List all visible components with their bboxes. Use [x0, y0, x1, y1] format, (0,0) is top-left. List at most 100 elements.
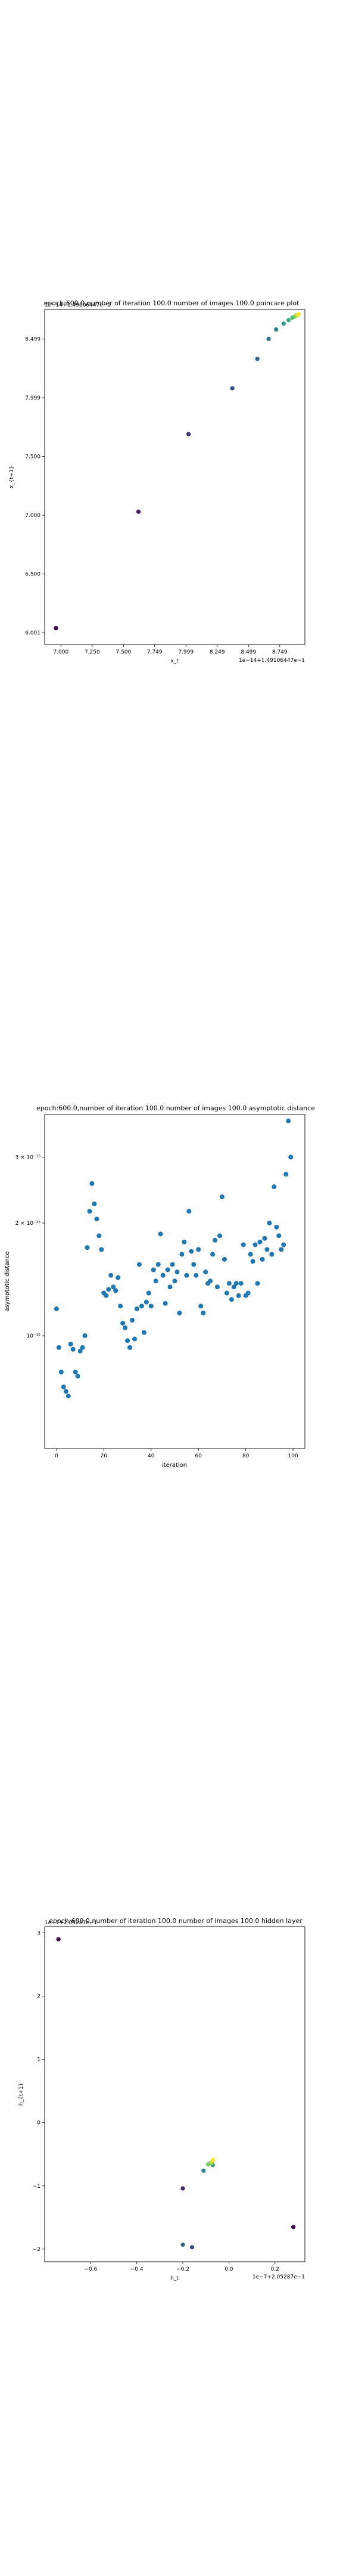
- data-point: [201, 2168, 206, 2173]
- y-tick-label: 7.000: [25, 513, 40, 519]
- data-point: [118, 1304, 123, 1309]
- asymptotic-x-ticks: 0 20 40 60 80 100: [55, 1448, 298, 1459]
- data-point: [54, 626, 58, 630]
- data-point: [245, 1290, 251, 1296]
- x-tick-label: 60: [195, 1453, 202, 1459]
- data-point: [127, 1345, 133, 1350]
- x-tick-label: 7.999: [178, 649, 194, 655]
- data-point: [276, 1233, 282, 1239]
- data-point: [230, 386, 235, 391]
- data-point: [231, 1284, 236, 1290]
- y-tick-label: 6.500: [25, 572, 40, 578]
- x-tick-label: 100: [288, 1453, 298, 1459]
- data-point: [92, 1201, 97, 1206]
- data-point: [120, 1321, 126, 1326]
- data-point: [116, 1275, 121, 1280]
- data-point: [82, 1333, 88, 1339]
- data-point: [189, 2245, 195, 2250]
- y-tick-label: 7.500: [25, 454, 40, 460]
- data-point: [174, 1270, 180, 1275]
- data-point: [73, 1369, 78, 1374]
- data-point: [248, 1252, 253, 1257]
- data-point: [255, 357, 260, 361]
- x-tick-label: 8.749: [272, 649, 288, 655]
- data-point: [153, 1278, 158, 1284]
- data-point: [260, 1256, 265, 1262]
- x-tick-label: −0.6: [84, 2267, 97, 2272]
- data-point: [203, 1270, 208, 1275]
- data-point: [250, 1259, 255, 1264]
- data-point: [136, 1262, 142, 1267]
- hidden-plot-area: [44, 1926, 305, 2262]
- y-tick-label: 1: [37, 2057, 40, 2063]
- data-point: [272, 1184, 277, 1190]
- data-point: [180, 2186, 185, 2191]
- asymptotic-y-ticks: 10⁻¹⁵ 2 × 10⁻¹⁵ 3 × 10⁻¹⁵: [15, 1155, 45, 1339]
- hidden-points: [56, 1937, 296, 2250]
- hidden-x-ticks: −0.6 −0.4 −0.2 0.0 0.2: [84, 2262, 279, 2272]
- data-point: [167, 1284, 173, 1290]
- asymptotic-y-label: asymptotic distance: [4, 1251, 11, 1311]
- data-point: [54, 1306, 59, 1311]
- data-point: [139, 1304, 144, 1309]
- data-point: [186, 1209, 192, 1214]
- x-tick-label: 7.250: [85, 649, 100, 655]
- data-point: [286, 318, 291, 323]
- asymptotic-title: epoch:600.0,number of iteration 100.0 nu…: [36, 1104, 315, 1112]
- data-point: [111, 1284, 116, 1290]
- data-point: [201, 1310, 206, 1315]
- data-point: [87, 1209, 92, 1214]
- data-point: [123, 1325, 128, 1330]
- data-point: [266, 336, 271, 341]
- data-point: [75, 1373, 80, 1379]
- data-point: [160, 1272, 166, 1278]
- data-point: [257, 1239, 263, 1244]
- data-point: [264, 1247, 270, 1252]
- asymptotic-distance-plot: epoch:600.0,number of iteration 100.0 nu…: [4, 1104, 315, 1469]
- x-tick-label: 8.249: [210, 649, 225, 655]
- data-point: [129, 1318, 135, 1323]
- data-point: [269, 1252, 275, 1257]
- data-point: [208, 1278, 213, 1284]
- data-point: [151, 1267, 156, 1272]
- poincare-plot: epoch:600.0,number of iteration 100.0 nu…: [9, 299, 305, 664]
- data-point: [56, 1937, 61, 1942]
- asymptotic-x-label: iteration: [162, 1462, 187, 1469]
- data-point: [85, 1245, 90, 1250]
- data-point: [241, 1242, 246, 1247]
- data-point: [222, 1256, 227, 1262]
- data-point: [226, 1281, 232, 1286]
- data-point: [283, 1172, 289, 1177]
- x-tick-label: 7.500: [116, 649, 131, 655]
- data-point: [213, 1237, 218, 1243]
- data-point: [217, 1233, 222, 1239]
- data-point: [63, 1389, 68, 1394]
- data-point: [125, 1338, 130, 1343]
- data-point: [255, 1281, 260, 1286]
- data-point: [252, 1242, 258, 1247]
- y-tick-label: −1: [33, 2184, 40, 2190]
- data-point: [144, 1299, 149, 1305]
- asymptotic-plot-area: [44, 1114, 305, 1449]
- x-tick-label: 7.749: [147, 649, 163, 655]
- data-point: [274, 1224, 279, 1230]
- hidden-layer-plot: epoch:600.0,number of iteration 100.0 nu…: [18, 1917, 305, 2281]
- data-point: [296, 312, 301, 317]
- data-point: [186, 432, 191, 436]
- data-point: [182, 1239, 187, 1244]
- data-point: [136, 509, 141, 514]
- data-point: [155, 1262, 161, 1267]
- x-tick-label: 0.2: [271, 2267, 279, 2272]
- data-point: [89, 1181, 95, 1186]
- data-point: [262, 1236, 267, 1241]
- data-point: [99, 1247, 104, 1252]
- poincare-y-label: x_{t+1}: [9, 466, 15, 488]
- x-tick-label: 0.0: [224, 2267, 233, 2272]
- data-point: [56, 1345, 61, 1350]
- data-point: [184, 1272, 189, 1278]
- data-point: [238, 1281, 244, 1286]
- data-point: [233, 1281, 239, 1286]
- data-point: [215, 1284, 220, 1290]
- poincare-x-label: x_t: [170, 658, 179, 664]
- data-point: [70, 1346, 76, 1352]
